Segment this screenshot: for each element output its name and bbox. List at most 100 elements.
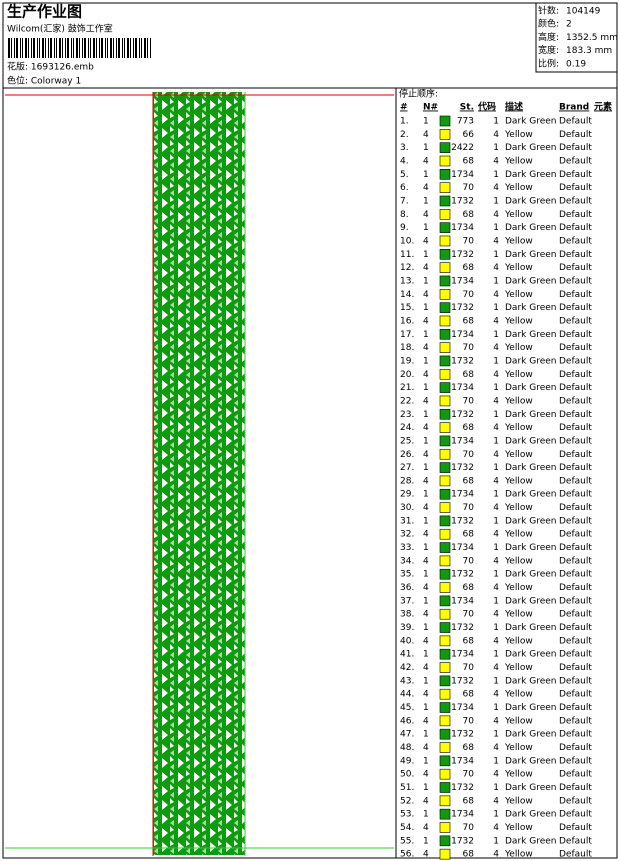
cell: Dark Green (505, 250, 556, 260)
cell: 4 (423, 316, 429, 326)
color-swatch (439, 515, 451, 527)
cell: Default (559, 450, 592, 460)
barcode-bar (16, 38, 18, 58)
cell: 1 (493, 516, 499, 526)
colorway: 色位: Colorway 1 (7, 75, 81, 87)
cell: Yellow (504, 770, 533, 780)
cell: 42. (400, 663, 414, 673)
cell: 1 (423, 143, 429, 153)
cell: 68 (463, 156, 475, 166)
cell: 4 (423, 423, 429, 433)
cell: 1734 (451, 543, 474, 553)
cell: Dark Green (505, 330, 556, 340)
color-swatch (439, 768, 451, 780)
barcode-bar (99, 38, 100, 58)
info-value: 0.19 (566, 59, 586, 69)
cell: 4 (423, 503, 429, 513)
color-swatch (439, 395, 451, 407)
column-header: St. (460, 103, 474, 113)
barcode-bar (45, 38, 46, 58)
column-header: N# (423, 103, 438, 113)
cell: 70 (463, 716, 475, 726)
color-swatch (439, 209, 451, 220)
cell: Default (559, 756, 592, 766)
barcode-bar (28, 38, 29, 58)
color-swatch (439, 688, 451, 700)
cell: 43. (400, 676, 414, 686)
color-swatch (439, 542, 451, 553)
cell: Yellow (504, 290, 533, 300)
cell: Dark Green (505, 196, 556, 206)
cell: 10. (400, 236, 414, 246)
barcode-bar (73, 38, 74, 58)
cell: 1734 (451, 330, 474, 340)
color-swatch (439, 595, 451, 607)
barcode-bar (101, 38, 103, 58)
barcode-bar (50, 38, 52, 58)
cell: Default (559, 316, 592, 326)
cell: Dark Green (505, 810, 556, 820)
cell: 16. (400, 316, 414, 326)
barcode-bar (67, 38, 69, 58)
barcode-bar (105, 38, 106, 58)
cell: 4 (493, 636, 499, 646)
info-label: 针数: (538, 5, 559, 17)
cell: 1 (493, 570, 499, 580)
color-swatch (439, 315, 451, 327)
cell: Default (559, 596, 592, 606)
cell: Default (559, 690, 592, 700)
info-label: 比例: (538, 57, 559, 69)
cell: 4 (423, 476, 429, 486)
cell: 68 (463, 316, 475, 326)
cell: 4 (493, 210, 499, 220)
cell: 66 (463, 130, 475, 140)
cell: 49. (400, 756, 414, 766)
cell: 68 (463, 743, 475, 753)
cell: 1 (423, 490, 429, 500)
cell: 4 (423, 636, 429, 646)
cell: Yellow (504, 850, 533, 860)
cell: 1 (423, 756, 429, 766)
cell: Default (559, 423, 592, 433)
table-caption: 停止顺序: (399, 88, 438, 100)
color-swatch (439, 662, 451, 673)
cell: 41. (400, 650, 414, 660)
cell: Dark Green (505, 570, 556, 580)
cell: 35. (400, 570, 414, 580)
cell: 23. (400, 410, 414, 420)
cell: Default (559, 343, 592, 353)
cell: 1 (423, 463, 429, 473)
cell: 1 (493, 783, 499, 793)
cell: 38. (400, 610, 414, 620)
color-swatch (439, 129, 451, 140)
cell: 18. (400, 343, 414, 353)
cell: 4 (423, 716, 429, 726)
barcode-bar (110, 38, 112, 58)
cell: 22. (400, 396, 414, 406)
cell: 4 (493, 236, 499, 246)
color-swatch (439, 328, 451, 340)
cell: 68 (463, 530, 475, 540)
cell: 47. (400, 730, 414, 740)
cell: 33. (400, 543, 414, 553)
cell: 70 (463, 396, 475, 406)
column-header: 代码 (477, 101, 496, 113)
cell: Default (559, 716, 592, 726)
cell: Dark Green (505, 650, 556, 660)
barcode-bar (42, 38, 44, 58)
cell: 53. (400, 810, 414, 820)
color-swatch (439, 728, 451, 740)
barcode-bar (79, 38, 80, 58)
cell: 4 (423, 450, 429, 460)
cell: 4 (423, 210, 429, 220)
cell: 1 (423, 703, 429, 713)
cell: 1 (493, 196, 499, 206)
cell: Yellow (504, 263, 533, 273)
barcode-bar (113, 38, 114, 58)
cell: Dark Green (505, 756, 556, 766)
cell: Default (559, 490, 592, 500)
color-swatch (439, 195, 451, 207)
color-swatch (439, 808, 451, 820)
cell: 1 (493, 730, 499, 740)
cell: Yellow (504, 690, 533, 700)
